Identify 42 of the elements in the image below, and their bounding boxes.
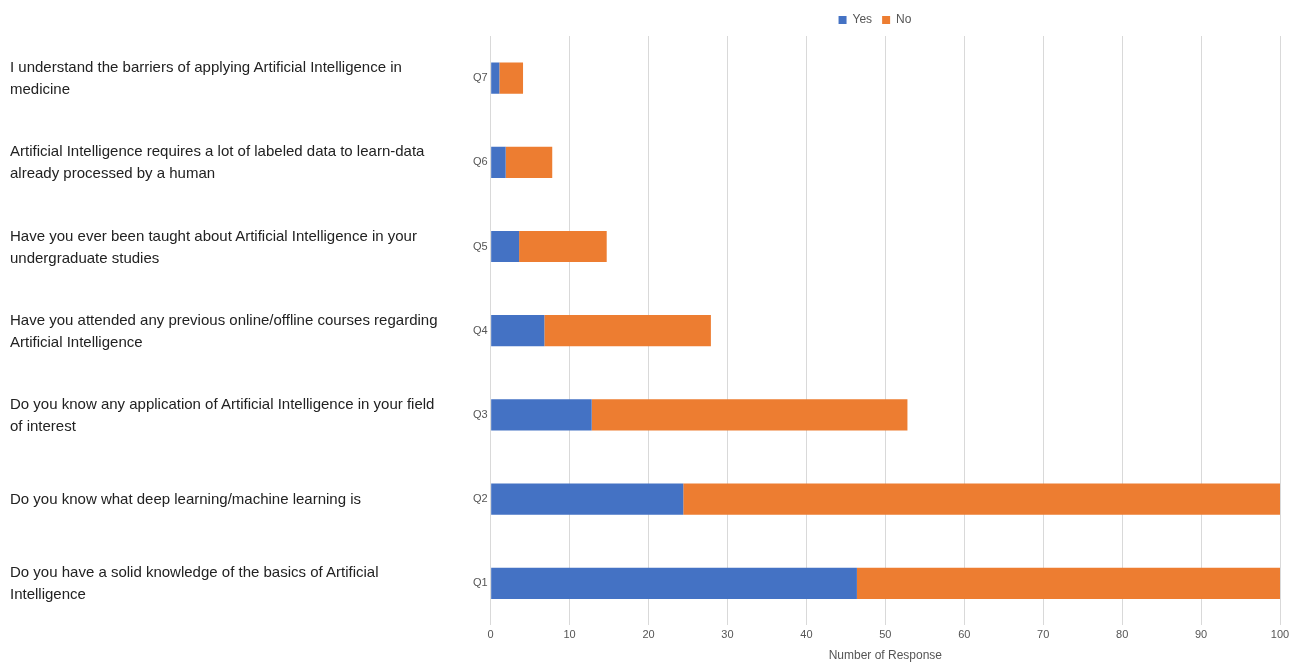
text: Do you have a solid knowledge of the basics of Artificial Intelligence bbox=[10, 562, 380, 605]
bar bbox=[491, 567, 857, 599]
y-tick-label: Q3 bbox=[472, 407, 488, 420]
bar bbox=[491, 146, 506, 178]
x-axis-title: Number of Response bbox=[828, 648, 943, 663]
bar bbox=[491, 230, 520, 263]
bar bbox=[505, 146, 553, 178]
x-tick-label: 10 bbox=[563, 628, 576, 641]
legend-label: Yes bbox=[852, 12, 873, 27]
bar bbox=[683, 483, 1280, 515]
legend-label: No bbox=[896, 12, 912, 27]
bar bbox=[591, 399, 908, 431]
bar bbox=[499, 62, 524, 94]
text: Have you ever been taught about Artificial Intelligence in your undergraduate studies bbox=[10, 225, 418, 268]
x-tick-label: 100 bbox=[1270, 628, 1290, 641]
text: Do you know what deep learning/machine learning is bbox=[10, 489, 363, 510]
x-tick-label: 40 bbox=[800, 628, 813, 641]
text: I understand the barriers of applying Artificial Intelligence in medicine bbox=[10, 57, 403, 100]
y-tick-label: Q2 bbox=[472, 492, 488, 505]
x-tick-label: 90 bbox=[1194, 628, 1208, 641]
x-tick-label: 0 bbox=[487, 628, 494, 641]
bar bbox=[491, 399, 592, 431]
bar bbox=[856, 567, 1280, 599]
text: Artificial Intelligence requires a lot of labeled data to learn-data already processed by a human bbox=[10, 141, 426, 184]
bar bbox=[519, 230, 607, 263]
bar bbox=[544, 315, 711, 347]
text: Do you know any application of Artificial Intelligence in your field of interest bbox=[10, 393, 436, 436]
x-tick-label: 20 bbox=[642, 628, 655, 641]
x-tick-label: 80 bbox=[1116, 628, 1129, 641]
y-tick-label: Q4 bbox=[472, 323, 488, 336]
y-tick-label: Q7 bbox=[472, 71, 488, 84]
bar bbox=[491, 483, 684, 515]
x-tick-label: 60 bbox=[958, 628, 971, 641]
y-tick-label: Q5 bbox=[472, 239, 488, 252]
x-tick-label: 70 bbox=[1037, 628, 1050, 641]
x-tick-label: 30 bbox=[721, 628, 734, 641]
bar bbox=[491, 315, 545, 347]
y-tick-label: Q6 bbox=[472, 155, 488, 168]
text: Have you attended any previous online/offline courses regarding Artificial Intelligence bbox=[10, 309, 439, 352]
y-tick-label: Q1 bbox=[472, 576, 488, 589]
bar bbox=[491, 62, 500, 94]
x-tick-label: 50 bbox=[879, 628, 892, 641]
